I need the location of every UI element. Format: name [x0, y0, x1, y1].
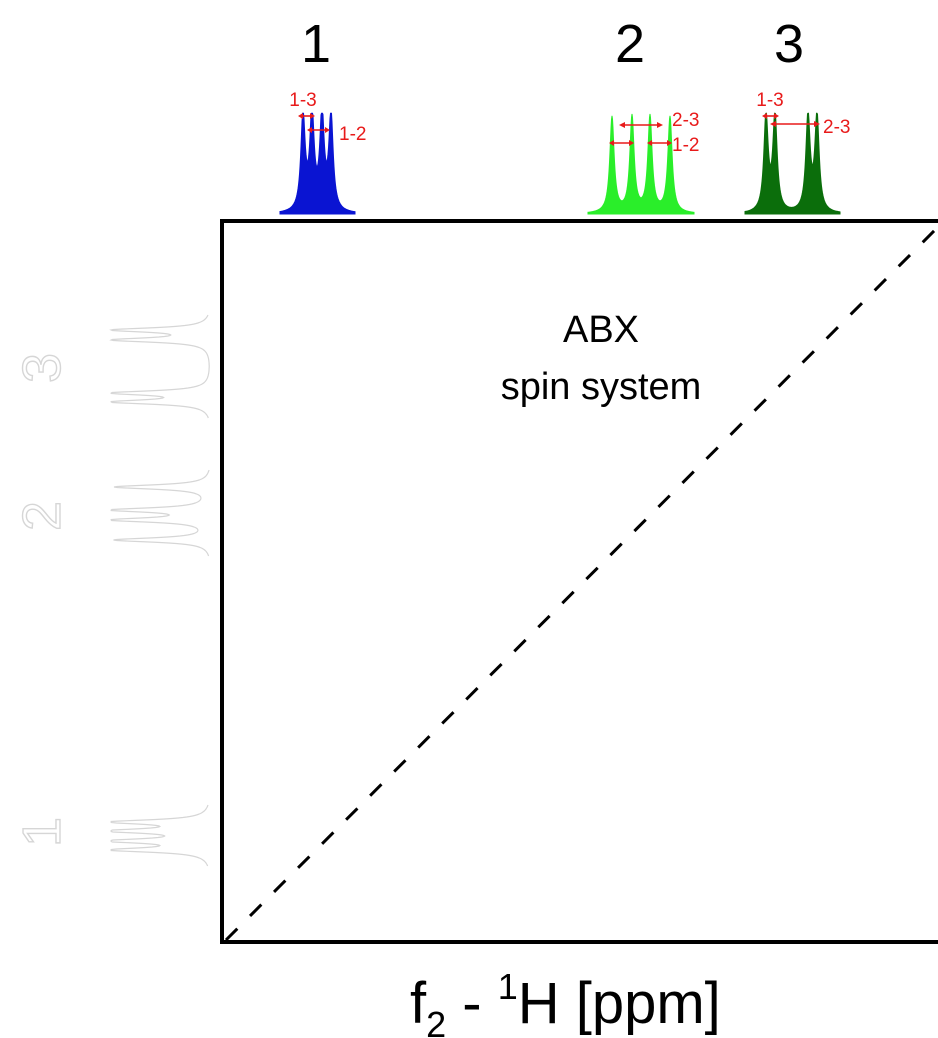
signal-label-2: 2 — [615, 14, 645, 74]
plot-frame — [220, 219, 938, 944]
side-label-3: 3 — [12, 353, 72, 383]
plot-title-line1: ABX — [563, 309, 639, 351]
coupling-label-2-3-b: 2-3 — [823, 117, 850, 138]
signal-label-3: 3 — [774, 14, 804, 74]
coupling-label-1-3-b: 1-3 — [756, 90, 783, 111]
coupling-label-2-3-a: 2-3 — [672, 110, 699, 131]
coupling-arrows — [298, 113, 820, 146]
side-label-1: 1 — [12, 817, 72, 847]
multiplet-3 — [744, 112, 841, 215]
side-multiplet-1 — [110, 804, 209, 867]
axis-rest: H [ppm] — [518, 971, 721, 1036]
coupling-label-1-3-a: 1-3 — [289, 90, 316, 111]
signal-label-1: 1 — [301, 14, 331, 74]
axis-sup: 1 — [498, 966, 518, 1007]
top-spectrum — [279, 112, 841, 215]
multiplet-2 — [587, 113, 695, 215]
side-spectrum — [109, 314, 210, 867]
side-multiplet-2 — [110, 469, 210, 557]
coupling-label-1-2-b: 1-2 — [672, 135, 699, 156]
side-multiplet-3 — [109, 314, 210, 419]
plot-title-line2: spin system — [501, 366, 702, 408]
multiplet-1 — [279, 112, 356, 215]
coupling-label-1-2-a: 1-2 — [339, 124, 366, 145]
x-axis-label: f2 - 1H [ppm] — [410, 966, 721, 1038]
side-label-2: 2 — [12, 501, 72, 531]
axis-sub: 2 — [426, 1004, 446, 1038]
axis-dash: - — [446, 971, 498, 1036]
axis-f: f — [410, 971, 427, 1036]
